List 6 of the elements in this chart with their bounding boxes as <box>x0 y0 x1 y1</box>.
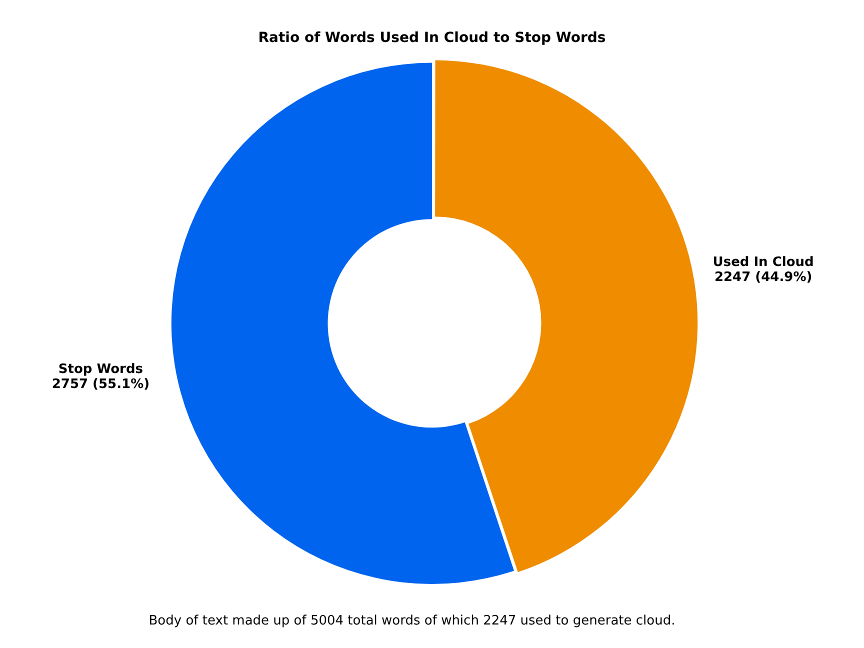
data-label: 2247 (44.9%) <box>714 270 812 285</box>
text: Body of text made up of 5004 total words of which 2247 used to generate cloud. <box>148 613 676 628</box>
chart-title: Ratio of Words Used In Cloud to Stop Words <box>258 30 606 46</box>
slice-label: Used In Cloud <box>712 254 814 270</box>
data-label: 2757 (55.1%) <box>52 376 150 392</box>
slice-label: Stop Words <box>58 362 144 377</box>
